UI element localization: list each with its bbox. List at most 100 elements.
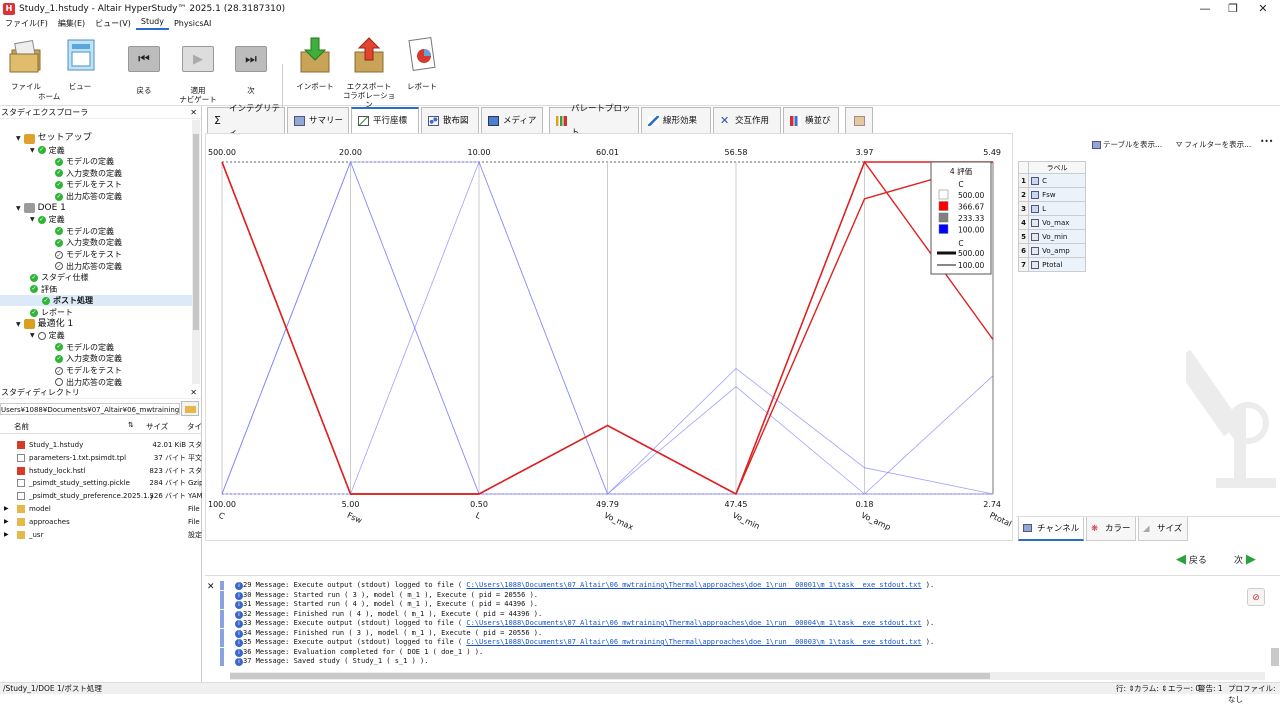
- expand-chevron-icon[interactable]: ▼: [30, 216, 35, 224]
- log-close-icon[interactable]: ✕: [207, 582, 215, 592]
- view-button[interactable]: ビュー: [58, 36, 102, 91]
- log-file-link[interactable]: C:\Users\1088\Documents\07_Altair\06_mwt…: [466, 581, 922, 589]
- log-file-link[interactable]: C:\Users\1088\Documents\07_Altair\06_mwt…: [466, 638, 922, 646]
- directory-row[interactable]: Study_1.hstudy 42.01 KiB スタ: [0, 439, 202, 451]
- expand-chevron-icon[interactable]: ▶: [4, 505, 9, 512]
- clear-log-icon[interactable]: ⊘: [1247, 588, 1265, 606]
- next-button[interactable]: 次 ▶: [1234, 552, 1256, 567]
- menu-file[interactable]: ファイル(F): [5, 19, 48, 28]
- explorer-close-icon[interactable]: ✕: [190, 108, 197, 117]
- menu-study[interactable]: Study: [135, 16, 169, 30]
- menu-edit[interactable]: 編集(E): [57, 19, 86, 28]
- apply-navigate-button[interactable]: ▶ 適用 ナビゲート: [176, 36, 220, 104]
- tree-item[interactable]: ✓ 出力応答の定義: [55, 261, 122, 272]
- directory-close-icon[interactable]: ✕: [190, 388, 197, 397]
- design-line[interactable]: [221, 161, 994, 495]
- directory-row[interactable]: ▶ _usr 設定: [0, 529, 202, 541]
- explorer-scroll-thumb[interactable]: [193, 134, 199, 330]
- tree-item[interactable]: ✓ モデルをテスト: [55, 365, 122, 376]
- export-collaboration-button[interactable]: エクスポート コラボレーション: [340, 36, 398, 109]
- tree-item[interactable]: ✓ 入力変数の定義: [55, 353, 122, 364]
- sort-icon[interactable]: ⇅: [128, 421, 134, 429]
- tree-item[interactable]: ✓ 評価: [30, 284, 57, 295]
- tree-item[interactable]: ✓ モデルの定義: [55, 342, 114, 353]
- channel-row[interactable]: 4 Vo_max: [1017, 215, 1086, 230]
- tree-item[interactable]: ✓ 入力変数の定義: [55, 168, 122, 179]
- expand-chevron-icon[interactable]: ▼: [16, 135, 21, 142]
- tab-integrity[interactable]: Σインテグリティ: [207, 104, 285, 138]
- directory-path-field[interactable]: Users¥1088¥Documents¥07_Altair¥06_mwtrai…: [0, 403, 180, 415]
- channel-row[interactable]: 2 Fsw: [1017, 187, 1086, 202]
- expand-chevron-icon[interactable]: ▼: [16, 320, 21, 328]
- tab-pareto[interactable]: パレートプロット: [549, 104, 639, 138]
- report-button[interactable]: レポート: [400, 36, 444, 91]
- directory-row[interactable]: _psimdt_study_preference.2025.1.yml 326 バ…: [0, 490, 202, 502]
- log-vscroll-thumb[interactable]: [1271, 648, 1279, 666]
- col-type[interactable]: タイ: [187, 422, 202, 431]
- expand-chevron-icon[interactable]: ▶: [4, 530, 9, 538]
- tab-more[interactable]: [845, 107, 873, 133]
- file-button[interactable]: ファイル: [4, 36, 48, 91]
- tab-parallel-coordinates[interactable]: 平行座標: [351, 107, 419, 133]
- tree-item[interactable]: ✓ スタディ仕様: [30, 272, 88, 283]
- tab-size[interactable]: ◢ サイズ: [1138, 517, 1188, 541]
- col-size[interactable]: サイズ: [146, 422, 169, 431]
- tab-side-by-side[interactable]: 横並び: [783, 107, 839, 133]
- tab-linear-effects[interactable]: 線形効果: [641, 107, 711, 133]
- expand-chevron-icon[interactable]: ▼: [30, 146, 35, 154]
- tab-media[interactable]: メディア: [481, 107, 543, 133]
- tab-summary[interactable]: サマリー: [287, 107, 349, 133]
- directory-row[interactable]: _psimdt_study_setting.pickle 284 バイト Gzip: [0, 477, 202, 489]
- maximize-icon[interactable]: ❐: [1228, 2, 1238, 15]
- tree-item[interactable]: ✓ モデルをテスト: [55, 249, 122, 260]
- channel-row[interactable]: 5 Vo_min: [1017, 229, 1086, 244]
- col-name[interactable]: 名前: [14, 422, 29, 431]
- tree-item[interactable]: ▼ ✓ 定義: [30, 145, 65, 156]
- tree-item[interactable]: 出力応答の定義: [55, 377, 122, 388]
- design-line[interactable]: [221, 161, 994, 495]
- tab-interaction[interactable]: ✕ 交互作用: [713, 107, 781, 133]
- tree-item[interactable]: ▼ セットアップ: [16, 133, 92, 144]
- close-icon[interactable]: ✕: [1258, 2, 1268, 15]
- back-button[interactable]: ◀ 戻る: [1176, 552, 1207, 567]
- tree-item[interactable]: ▼ 最適化 1: [16, 319, 73, 330]
- expand-chevron-icon[interactable]: ▼: [30, 332, 35, 340]
- parallel-coordinates-chart[interactable]: 500.00 100.00 C 20.00 5.00 Fsw 10.00 0.50 L 60.01…: [205, 133, 1013, 541]
- tree-item[interactable]: ✓ モデルの定義: [55, 156, 114, 167]
- tree-item[interactable]: ✓ 出力応答の定義: [55, 191, 122, 202]
- log-hscrollbar[interactable]: [230, 672, 1265, 680]
- directory-row[interactable]: parameters-1.txt.psimdt.tpl 37 バイト 平文: [0, 452, 202, 464]
- menu-view[interactable]: ビュー(V): [95, 19, 131, 28]
- expand-chevron-icon[interactable]: ▶: [4, 517, 9, 525]
- explorer-scrollbar[interactable]: [192, 120, 200, 384]
- tree-item[interactable]: ✓ レポート: [30, 307, 73, 318]
- tree-item[interactable]: ▼ ✓ 定義: [30, 214, 65, 225]
- menu-physicsai[interactable]: PhysicsAI: [173, 19, 212, 28]
- directory-row[interactable]: hstudy_lock.hstl 823 バイト スタ: [0, 465, 202, 477]
- tree-item[interactable]: ✓ ポスト処理: [0, 295, 192, 307]
- back-ribbon-button[interactable]: ⏮ 戻る: [124, 36, 164, 95]
- minimize-icon[interactable]: —: [1199, 2, 1211, 15]
- next-ribbon-button[interactable]: ⏭ 次: [231, 36, 271, 95]
- channel-row[interactable]: 6 Vo_amp: [1017, 243, 1086, 258]
- tree-item[interactable]: ▼ 定義: [30, 330, 65, 341]
- import-button[interactable]: インポート: [293, 36, 337, 91]
- tree-item[interactable]: ▼ DOE 1: [16, 203, 66, 214]
- log-file-link[interactable]: C:\Users\1088\Documents\07_Altair\06_mwt…: [466, 619, 922, 627]
- expand-chevron-icon[interactable]: ▼: [16, 204, 21, 212]
- tree-item[interactable]: ✓ モデルの定義: [55, 226, 114, 237]
- tab-channel[interactable]: チャンネル: [1018, 517, 1084, 541]
- browse-folder-icon[interactable]: [181, 401, 199, 416]
- tree-item[interactable]: ✓ 入力変数の定義: [55, 237, 122, 248]
- tree-item[interactable]: ✓ モデルをテスト: [55, 179, 122, 190]
- show-table-button[interactable]: テーブルを表示...: [1092, 139, 1162, 150]
- channel-row[interactable]: 7 Ptotal: [1017, 257, 1086, 272]
- show-filter-button[interactable]: ⛛ フィルターを表示...: [1176, 140, 1252, 149]
- directory-row[interactable]: ▶ approaches File: [0, 516, 202, 528]
- tab-color[interactable]: ❋ カラー: [1086, 517, 1136, 541]
- more-options-button[interactable]: •••: [1260, 137, 1274, 146]
- log-hscroll-thumb[interactable]: [230, 673, 990, 679]
- tab-scatter[interactable]: 散布図: [421, 107, 479, 133]
